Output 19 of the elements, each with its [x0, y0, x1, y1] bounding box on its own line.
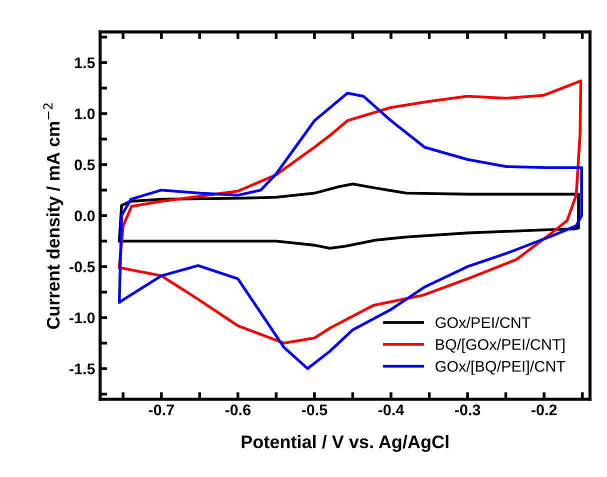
legend-label: GOx/PEI/CNT	[436, 316, 530, 328]
line-series	[118, 182, 580, 250]
y-tick-label: 0.0	[74, 210, 95, 222]
y-tick-label: 1.5	[75, 58, 95, 68]
x-tick-label: -0.4	[378, 404, 404, 416]
y-tick-label: -1.5	[70, 364, 95, 374]
y-axis-title: Current density / mA cm$^{−2}$	[43, 103, 64, 329]
legend-label: BQ/[GOx/PEI/CNT]	[436, 338, 564, 353]
y-tick-label: -0.5	[70, 261, 95, 272]
x-tick-label: -0.3	[454, 404, 480, 416]
x-tick-label: -0.6	[225, 404, 251, 416]
x-tick-label: -0.7	[148, 404, 174, 416]
x-tick-label: -0.2	[532, 404, 557, 416]
legend-label: GOx/[BQ/PEI]/CNT	[436, 360, 566, 375]
y-tick-label: 1.0	[75, 108, 95, 120]
y-tick-label: -1.0	[70, 312, 95, 324]
x-axis-title: Potential / V vs. Ag/AgCl	[242, 435, 448, 452]
x-tick-label: -0.5	[302, 404, 328, 416]
y-tick-label: 0.5	[74, 159, 95, 170]
